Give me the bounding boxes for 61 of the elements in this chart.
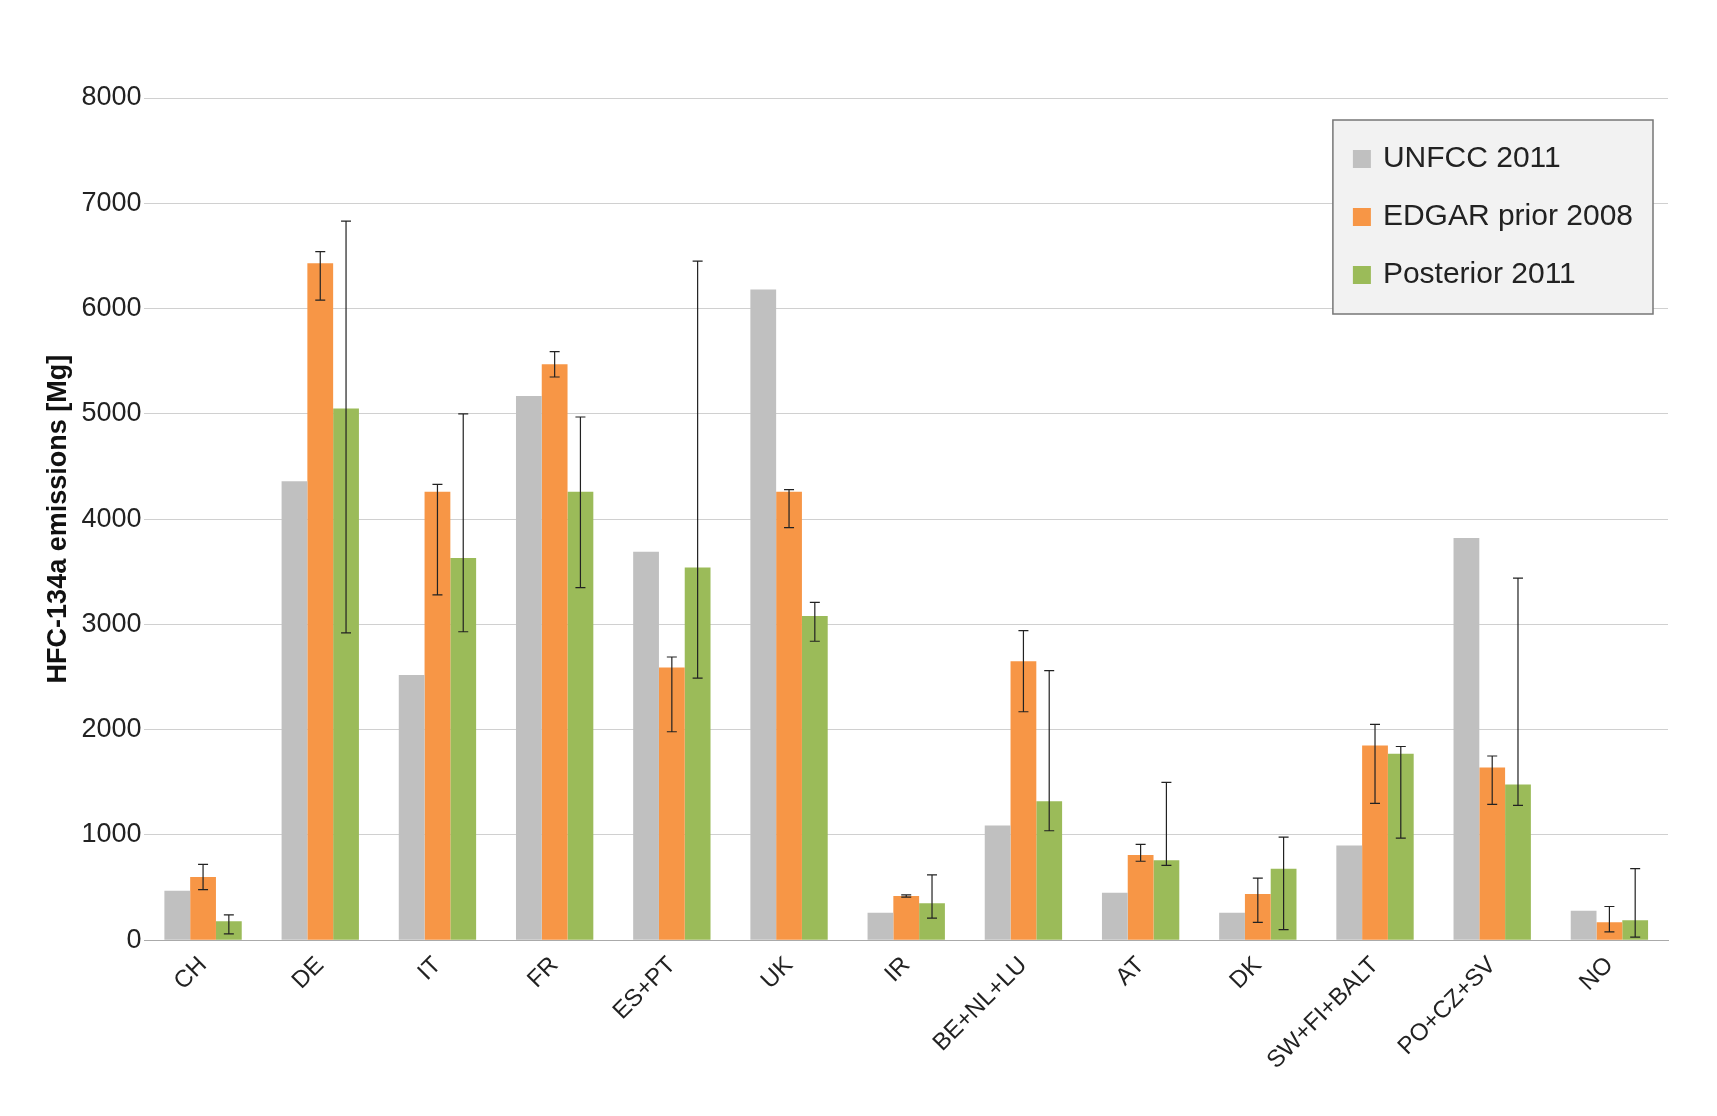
- x-tick-label: CH: [167, 950, 212, 995]
- bar: [398, 674, 425, 940]
- bar: [450, 558, 477, 940]
- bar: [541, 364, 568, 940]
- legend-label: UNFCC 2011: [1382, 140, 1561, 174]
- bar: [424, 491, 451, 940]
- legend-label: Posterior 2011: [1382, 256, 1576, 290]
- bar: [515, 395, 542, 940]
- bar: [1153, 860, 1180, 940]
- bar: [215, 921, 242, 940]
- x-tick-label: AT: [1109, 950, 1150, 991]
- legend-label: EDGAR prior 2008: [1382, 198, 1633, 232]
- x-tick-label: FR: [521, 950, 563, 993]
- bar: [801, 615, 828, 940]
- bar: [1219, 912, 1245, 940]
- bar: [307, 263, 334, 940]
- bar: [164, 890, 191, 940]
- bar: [776, 491, 802, 940]
- x-tick-label: IT: [411, 950, 446, 985]
- x-tick-label: DE: [285, 950, 329, 994]
- y-tick-label: 6000: [81, 292, 142, 323]
- x-tick-label: DK: [1223, 950, 1267, 994]
- x-tick-label: UK: [754, 950, 798, 994]
- x-tick-label: NO: [1573, 950, 1618, 996]
- y-tick-label: 5000: [81, 397, 142, 428]
- bar: [633, 551, 659, 940]
- bar: [567, 491, 594, 940]
- bar: [1570, 910, 1597, 940]
- y-tick-label: 7000: [81, 186, 142, 217]
- bar: [984, 825, 1011, 940]
- y-tick-label: 8000: [81, 81, 142, 112]
- bar: [750, 289, 777, 940]
- bar: [1101, 892, 1128, 940]
- bar: [1622, 920, 1649, 940]
- bar: [333, 408, 359, 940]
- bar: [1453, 538, 1480, 940]
- bar: [281, 481, 308, 940]
- y-tick-label: 1000: [81, 818, 142, 849]
- bar: [1336, 845, 1363, 940]
- bar: [867, 912, 894, 940]
- y-tick-label: 3000: [81, 607, 142, 638]
- y-tick-label: 4000: [81, 502, 142, 533]
- bar: [1010, 661, 1037, 940]
- bar: [1505, 784, 1531, 940]
- y-tick-label: 0: [126, 923, 142, 954]
- bar: [1244, 893, 1271, 940]
- x-tick-label: IR: [878, 950, 915, 987]
- bar: [1387, 753, 1414, 940]
- bar: [893, 896, 920, 940]
- bar: [1270, 868, 1297, 940]
- bar: [1036, 801, 1063, 940]
- bar: [658, 667, 685, 940]
- bar: [1127, 854, 1154, 940]
- bar: [1479, 767, 1506, 940]
- bar: [1596, 922, 1623, 940]
- y-tick-label: 2000: [81, 713, 142, 744]
- bar: [684, 567, 711, 940]
- bar: [190, 877, 216, 940]
- y-axis-title: HFC-134a emissions [Mg]: [41, 354, 72, 684]
- bar: [1362, 745, 1388, 940]
- bar: [919, 903, 945, 940]
